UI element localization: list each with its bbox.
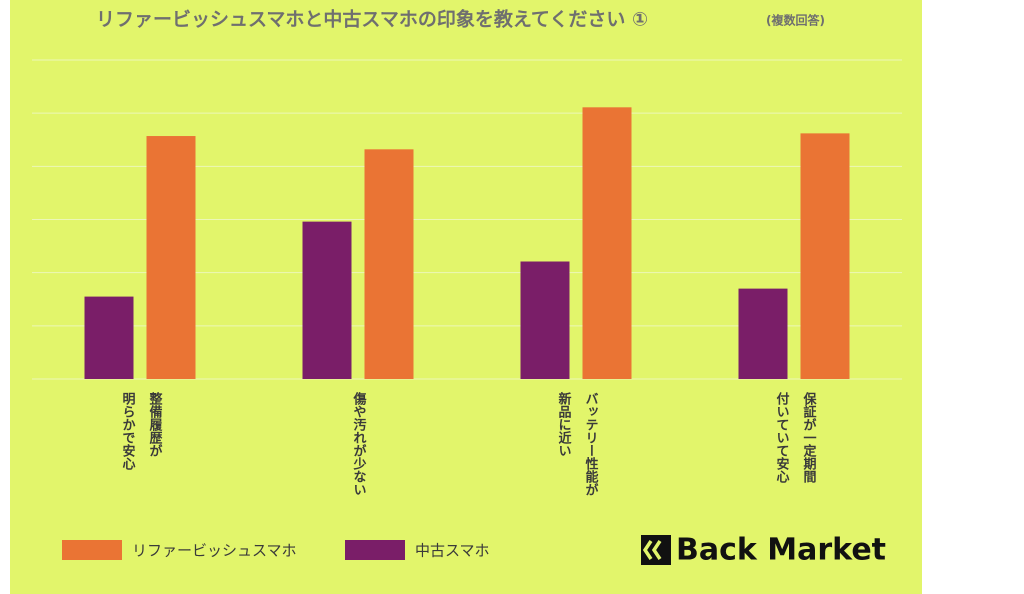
bar: [364, 149, 414, 379]
x-tick-label: バッテリー性能が: [583, 392, 599, 496]
legend-swatch: [345, 540, 405, 560]
bar: [84, 296, 134, 379]
x-tick-label: 明らかで安心: [120, 392, 136, 471]
bar: [738, 288, 788, 379]
logo-chevrons: [642, 540, 662, 560]
x-tick-label: 付いていて安心: [774, 391, 790, 484]
chart-title: リファービッシュスマホと中古スマホの印象を教えてください ①: [96, 8, 648, 31]
bar: [582, 107, 632, 380]
logo: Back Market: [641, 533, 886, 568]
legend-swatch: [62, 540, 122, 560]
legend-label: 中古スマホ: [415, 542, 490, 560]
bar: [520, 261, 570, 379]
bar: [800, 133, 850, 379]
legend-label: リファービッシュスマホ: [132, 542, 297, 560]
x-tick-label: 保証が一定期間: [801, 391, 818, 484]
chart-subtitle: (複数回答): [766, 13, 825, 28]
x-tick-label: 整備履歴が: [147, 391, 164, 457]
bar: [146, 136, 196, 379]
logo-text: Back Market: [676, 533, 886, 568]
bar: [302, 221, 352, 379]
x-tick-label: 新品に近い: [556, 391, 572, 457]
x-tick-label: 傷や汚れが少ない: [351, 391, 368, 496]
